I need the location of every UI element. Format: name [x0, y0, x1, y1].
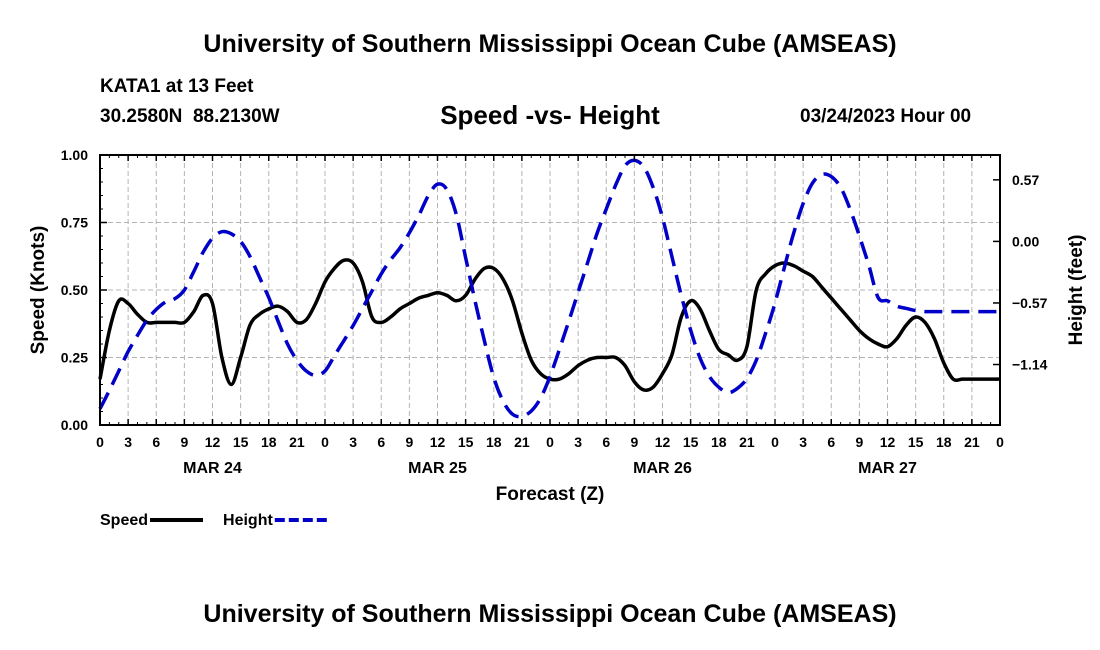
- y-tick-label: 0.00: [61, 417, 88, 433]
- x-tick-label: 18: [486, 434, 502, 450]
- y-axis-title: Speed (Knots): [28, 226, 49, 355]
- legend-label-speed: Speed: [100, 512, 148, 529]
- ticks: 0 3 6 9 12 15 18 21 0 3 6 9 12 15 18 21 0 3 6 9 12 15 18 21 0 3 6 9…: [61, 147, 1048, 477]
- y2-tick-label: 0.57: [1012, 172, 1039, 188]
- x-tick-label: 3: [124, 434, 132, 450]
- series-layer: [98, 158, 1000, 419]
- grid: [100, 155, 1000, 425]
- x-tick-label: 0: [321, 434, 329, 450]
- x-tick-label: 9: [630, 434, 638, 450]
- top-title: University of Southern Mississippi Ocean…: [203, 30, 897, 58]
- coordinates-label: 30.2580N 88.2130W: [100, 106, 280, 127]
- x-tick-label: 18: [936, 434, 952, 450]
- y2-tick-label: 0.00: [1012, 233, 1039, 249]
- date-label: MAR 27: [858, 460, 917, 477]
- forecast-timestamp: 03/24/2023 Hour 00: [800, 106, 972, 127]
- x-tick-label: 15: [908, 434, 924, 450]
- x-tick-label: 6: [152, 434, 160, 450]
- bottom-title: University of Southern Mississippi Ocean…: [203, 600, 897, 628]
- axis-labels: Forecast (Z) Speed (Knots) Height (feet): [28, 226, 1087, 505]
- chart-title: Speed -vs- Height: [440, 100, 660, 130]
- x-tick-label: 21: [289, 434, 305, 450]
- legend: Speed Height: [100, 512, 328, 529]
- x-tick-label: 18: [711, 434, 727, 450]
- date-label: MAR 26: [633, 460, 692, 477]
- x-tick-label: 6: [827, 434, 835, 450]
- x-tick-label: 6: [602, 434, 610, 450]
- x-tick-label: 12: [430, 434, 446, 450]
- x-axis-title: Forecast (Z): [496, 484, 605, 505]
- x-tick-label: 21: [514, 434, 530, 450]
- x-tick-label: 12: [880, 434, 896, 450]
- x-tick-label: 0: [96, 434, 104, 450]
- x-tick-label: 15: [683, 434, 699, 450]
- y2-axis-title: Height (feet): [1066, 235, 1087, 346]
- x-tick-label: 15: [458, 434, 474, 450]
- x-tick-label: 3: [799, 434, 807, 450]
- y-tick-label: 0.50: [61, 282, 88, 298]
- x-tick-label: 0: [996, 434, 1004, 450]
- x-tick-label: 3: [574, 434, 582, 450]
- y-tick-label: 0.75: [61, 215, 88, 231]
- x-tick-label: 0: [771, 434, 779, 450]
- x-tick-label: 9: [405, 434, 413, 450]
- x-tick-label: 0: [546, 434, 554, 450]
- y-tick-label: 1.00: [61, 147, 88, 163]
- y2-tick-label: −1.14: [1012, 357, 1048, 373]
- date-label: MAR 24: [183, 460, 242, 477]
- x-tick-label: 21: [964, 434, 980, 450]
- x-tick-label: 18: [261, 434, 277, 450]
- x-tick-label: 21: [739, 434, 755, 450]
- station-label: KATA1 at 13 Feet: [100, 76, 254, 97]
- x-tick-label: 9: [855, 434, 863, 450]
- x-tick-label: 12: [655, 434, 671, 450]
- height-series-line: [98, 158, 1000, 419]
- x-tick-label: 6: [377, 434, 385, 450]
- x-tick-label: 9: [180, 434, 188, 450]
- x-tick-label: 3: [349, 434, 357, 450]
- legend-label-height: Height: [223, 512, 273, 529]
- date-label: MAR 25: [408, 460, 467, 477]
- x-tick-label: 15: [233, 434, 249, 450]
- x-tick-label: 12: [205, 434, 221, 450]
- y-tick-label: 0.25: [61, 350, 88, 366]
- y2-tick-label: −0.57: [1012, 295, 1048, 311]
